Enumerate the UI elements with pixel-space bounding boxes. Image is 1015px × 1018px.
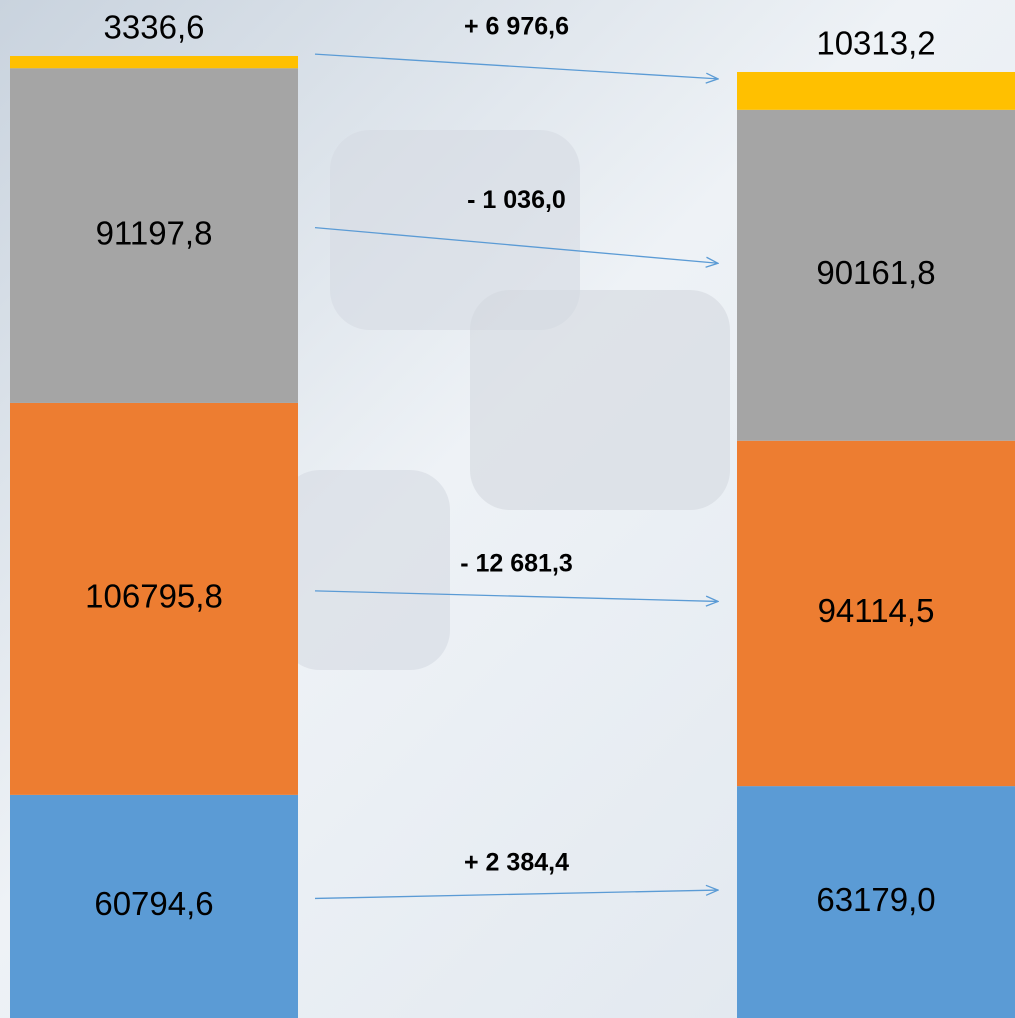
chart: 60794,6 106795,8 91197,8 3336,6 63179,0 94114… (0, 0, 1015, 1018)
data-label: 90161,8 (816, 254, 935, 291)
data-label: 63179,0 (816, 881, 935, 918)
bar-segment (10, 56, 298, 68)
data-label: 60794,6 (94, 885, 213, 922)
data-label: 3336,6 (104, 9, 205, 46)
change-label: + 6 976,6 (464, 13, 569, 41)
bar-segment (737, 72, 1015, 110)
change-label: - 1 036,0 (467, 186, 566, 214)
data-label: 91197,8 (96, 214, 213, 251)
background-key (280, 470, 450, 670)
change-label: - 12 681,3 (460, 550, 573, 578)
change-label: + 2 384,4 (464, 849, 569, 877)
data-label: 106795,8 (85, 578, 223, 615)
background-key (470, 290, 730, 510)
data-label: 10313,2 (816, 25, 935, 62)
data-label: 94114,5 (818, 592, 935, 629)
